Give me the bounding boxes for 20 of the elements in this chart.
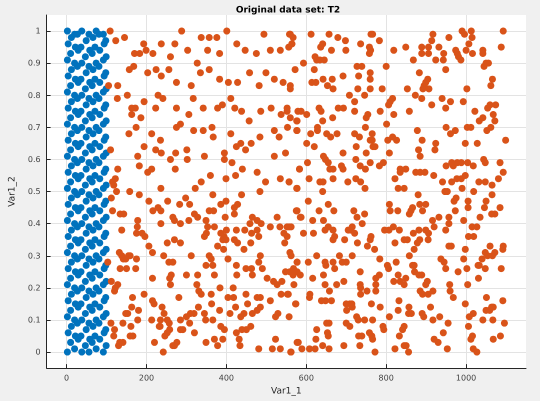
x-tick-label: 600: [298, 374, 314, 383]
x-axis-title: Var1_1: [270, 386, 302, 396]
y-tick-label: 0.6: [28, 154, 41, 164]
x-tick-label: 400: [218, 374, 234, 383]
x-tick-label: 800: [378, 374, 394, 383]
x-tick-label: 1000: [456, 374, 476, 383]
y-tick-label: 0: [36, 348, 41, 357]
y-tick-label: 0.3: [28, 251, 41, 260]
y-tick-label: 0.4: [28, 219, 41, 228]
y-tick-label: 0.7: [28, 122, 41, 132]
chart-title: Original data set: T2: [236, 6, 340, 16]
x-tick-label: 0: [64, 374, 70, 383]
y-tick-label: 0.2: [28, 283, 41, 292]
y-axis-title: Var1_2: [8, 176, 18, 207]
y-tick-label: 1: [36, 26, 41, 36]
y-tick-label: 0.1: [28, 315, 41, 324]
x-tick-label: 200: [138, 374, 154, 383]
y-tick-label: 0.8: [28, 90, 41, 100]
y-tick-label: 0.5: [28, 187, 41, 196]
y-tick-label: 0.9: [28, 58, 41, 68]
